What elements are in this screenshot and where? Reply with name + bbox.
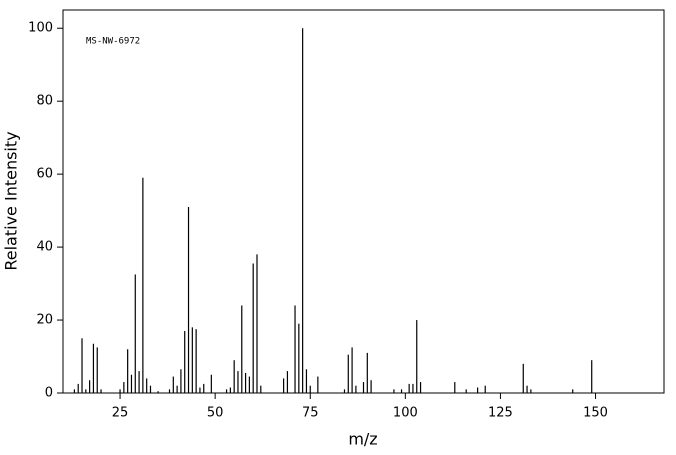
x-tick-label: 150 (583, 406, 608, 421)
annotation: MS-NW-6972 (86, 37, 140, 47)
y-axis-label: Relative Intensity (2, 131, 21, 270)
x-axis-label: m/z (348, 430, 377, 449)
x-tick-label: 75 (302, 406, 319, 421)
y-tick-label: 60 (36, 167, 53, 182)
x-tick-label: 25 (112, 406, 129, 421)
y-tick-label: 20 (36, 313, 53, 328)
y-tick-label: 100 (28, 21, 53, 36)
y-tick-label: 0 (45, 386, 53, 401)
y-tick-label: 80 (36, 94, 53, 109)
plot-frame (62, 9, 665, 394)
x-tick-label: 125 (488, 406, 513, 421)
x-tick-label: 100 (393, 406, 418, 421)
y-tick-label: 40 (36, 240, 53, 255)
x-tick-label: 50 (207, 406, 224, 421)
